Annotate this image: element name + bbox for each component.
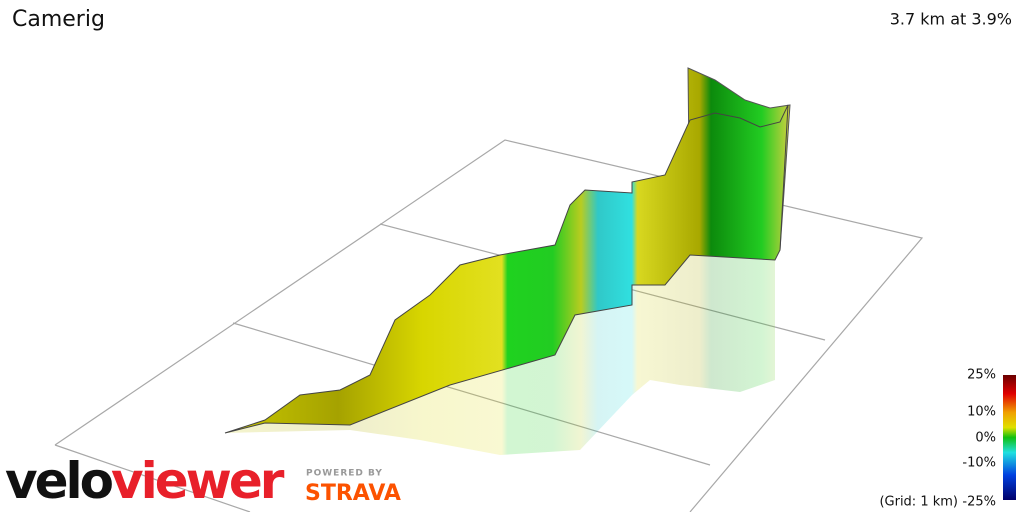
title: Camerig [12,7,105,32]
scale-label: 25% [967,368,996,383]
scale-label: -25% [962,495,996,510]
grid-line [54,444,251,512]
scale-label: 10% [967,405,996,420]
scale-label: 0% [975,431,996,446]
scale-label: -10% [962,456,996,471]
logo-part: viewer [111,452,285,510]
color-scale [1003,375,1016,500]
logo-part: velo [5,452,113,510]
grid-note: (Grid: 1 km) [879,495,958,510]
strava: STRAVA [305,481,401,506]
profile-ribbon [224,104,789,434]
summary: 3.7 km at 3.9% [890,10,1012,29]
logo: veloviewer [5,452,285,510]
reflection [632,255,775,395]
powered-by: POWERED BY [306,469,383,479]
reflection [225,305,632,455]
